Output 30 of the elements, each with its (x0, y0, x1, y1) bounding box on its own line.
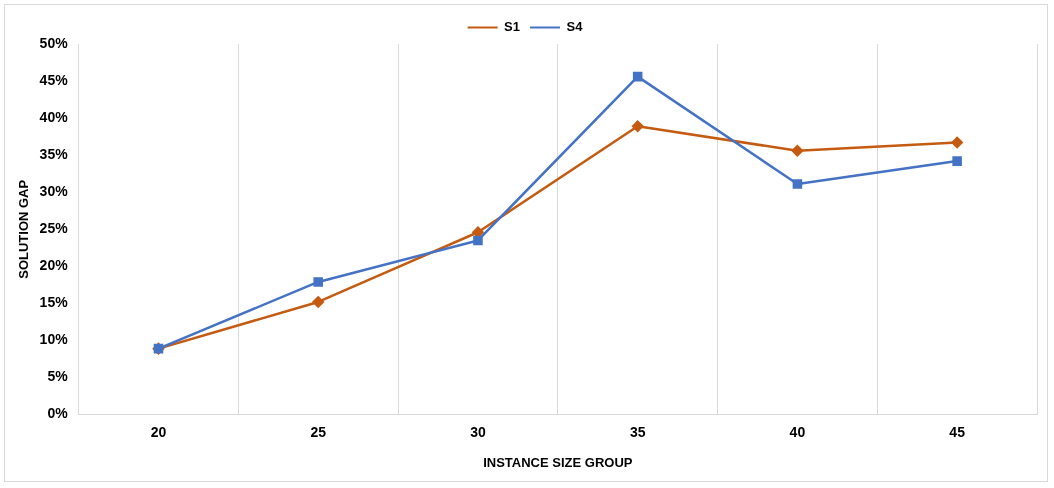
y-tick-label: 15% (39, 294, 69, 311)
legend-label: S4 (566, 19, 584, 35)
y-tick-label: 40% (39, 108, 69, 125)
x-tick-label: 20 (150, 423, 167, 440)
point (951, 136, 963, 149)
x-tick-label: 40 (789, 423, 806, 440)
x-tick-label: 25 (310, 423, 327, 440)
y-tick-label: 50% (39, 34, 69, 51)
point (791, 144, 804, 157)
point (312, 296, 324, 308)
y-axis-title: SOLUTION GAP (16, 179, 32, 279)
y-tick-label: 10% (39, 331, 69, 348)
x-tick-label: 30 (470, 423, 486, 440)
x-axis-title: INSTANCE SIZE GROUP (483, 454, 633, 470)
y-tick-label: 30% (39, 183, 69, 200)
point (792, 179, 803, 189)
y-tick-label: 0% (47, 405, 69, 422)
point (952, 156, 962, 166)
x-tick-label: 35 (629, 423, 646, 440)
legend-label: S1 (504, 19, 521, 35)
point (631, 120, 644, 133)
y-tick-label: 25% (39, 220, 69, 237)
y-tick-label: 20% (39, 257, 69, 274)
point (473, 235, 483, 246)
point (313, 277, 323, 287)
y-tick-label: 45% (39, 71, 69, 88)
y-tick-label: 35% (39, 146, 69, 163)
y-tick-label: 5% (47, 368, 69, 385)
point (632, 71, 643, 82)
x-tick-label: 45 (949, 423, 966, 440)
